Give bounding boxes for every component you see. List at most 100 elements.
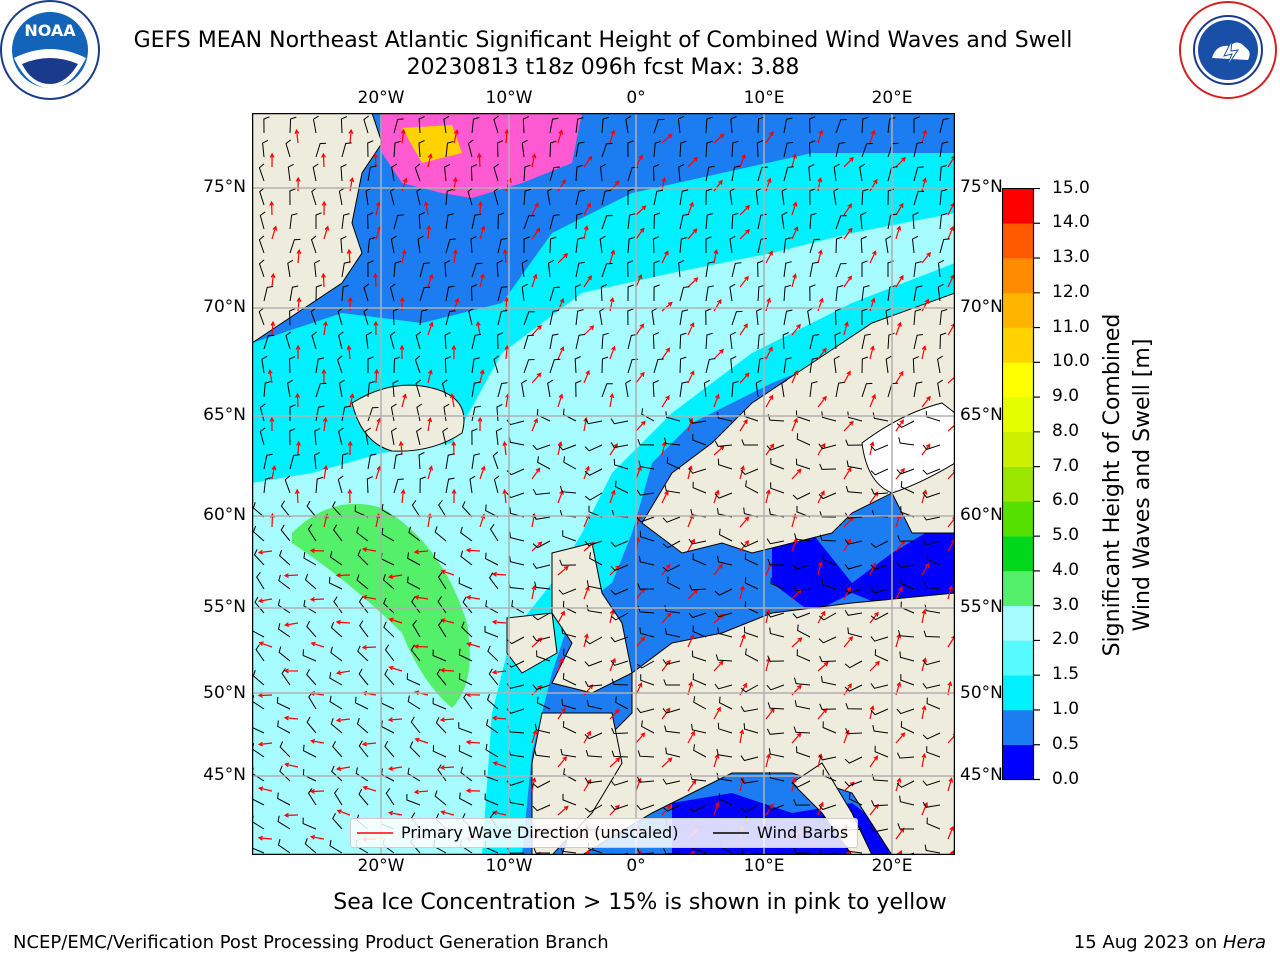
wave-direction-arrow xyxy=(609,708,620,720)
wave-direction-arrow xyxy=(921,251,931,264)
wind-barb xyxy=(740,804,759,813)
wave-direction-arrow xyxy=(283,573,299,578)
wind-barb xyxy=(523,188,531,206)
wind-barb xyxy=(885,355,892,374)
wind-barb xyxy=(887,117,896,134)
wave-direction-arrow xyxy=(947,225,954,240)
wind-barb xyxy=(584,468,603,476)
wind-barb xyxy=(461,621,473,638)
wave-direction-arrow xyxy=(399,296,405,312)
wind-barb xyxy=(896,752,915,759)
wind-barb xyxy=(627,308,634,326)
colorbar xyxy=(1002,188,1040,781)
lon-label-bottom: 20°W xyxy=(357,856,405,876)
wave-direction-arrow xyxy=(557,657,564,672)
wind-barb xyxy=(922,539,941,546)
wave-direction-arrow xyxy=(921,562,930,576)
lon-label-top: 20°E xyxy=(871,88,913,108)
wave-direction-arrow xyxy=(583,155,593,168)
wave-direction-arrow xyxy=(713,248,719,264)
wave-direction-arrow xyxy=(921,705,927,720)
wave-direction-arrow xyxy=(479,465,486,480)
wave-direction-arrow xyxy=(321,272,326,288)
wave-direction-arrow xyxy=(635,205,647,216)
wave-direction-arrow xyxy=(492,761,507,768)
wind-barb xyxy=(744,601,759,614)
wind-barb xyxy=(769,627,785,638)
lon-label-top: 10°W xyxy=(485,88,533,108)
wind-barb xyxy=(359,620,369,638)
wave-direction-arrow xyxy=(335,619,351,625)
gridlines xyxy=(252,113,955,855)
wind-barb xyxy=(861,308,868,326)
wave-direction-arrow xyxy=(439,717,455,723)
wind-barb xyxy=(715,654,733,662)
wave-direction-arrow xyxy=(400,488,406,504)
wind-barb xyxy=(496,260,503,278)
wave-direction-arrow xyxy=(687,228,698,240)
wave-direction-arrow xyxy=(921,443,931,456)
wind-barb xyxy=(329,839,343,854)
wave-direction-arrow xyxy=(309,548,325,554)
wind-barb xyxy=(653,140,662,158)
wind-barb xyxy=(610,636,629,643)
wind-barb xyxy=(797,624,811,638)
chart-title: GEFS MEAN Northeast Atlantic Significant… xyxy=(133,28,1073,53)
wave-direction-arrow xyxy=(531,372,542,384)
wind-barb xyxy=(521,379,528,398)
wave-direction-arrow xyxy=(921,752,927,768)
wind-barb xyxy=(559,485,577,494)
wind-barb xyxy=(532,444,551,451)
wind-barb xyxy=(922,780,941,786)
wind-barb xyxy=(549,333,559,350)
wind-barb xyxy=(506,492,525,499)
wave-direction-arrow xyxy=(583,325,595,336)
colorbar-tick-label: 12.0 xyxy=(1052,281,1090,302)
wind-barb xyxy=(922,492,941,499)
wind-barb xyxy=(610,804,629,811)
wave-direction-arrow xyxy=(817,661,829,672)
wave-direction-arrow xyxy=(451,344,457,360)
wind-barb xyxy=(435,717,447,734)
wave-direction-arrow xyxy=(309,596,325,602)
wind-barb xyxy=(783,141,793,158)
wind-barb xyxy=(314,451,321,470)
wind-barb xyxy=(599,307,606,326)
wind-barb xyxy=(289,116,297,134)
wind-barb xyxy=(636,776,655,783)
wind-barb xyxy=(809,334,820,350)
wind-barb xyxy=(767,655,785,662)
wave-direction-arrow xyxy=(895,370,904,384)
wind-barb xyxy=(662,516,681,523)
producer-credit: NCEP/EMC/Verification Post Processing Pr… xyxy=(13,932,609,953)
wind-barb xyxy=(705,140,713,158)
wind-barb xyxy=(896,708,915,715)
wind-barb xyxy=(691,650,707,662)
wave-direction-arrow xyxy=(387,574,403,579)
lat-label-right: 75°N xyxy=(960,177,1003,197)
wave-direction-arrow xyxy=(349,176,355,192)
wind-barb xyxy=(384,644,395,662)
wind-barb xyxy=(819,511,837,518)
wind-barb xyxy=(354,505,369,518)
wind-barb xyxy=(818,492,837,500)
wind-barb xyxy=(717,722,733,734)
wind-barb xyxy=(939,213,948,230)
wind-barb xyxy=(358,596,369,614)
wind-barb xyxy=(332,740,343,758)
wind-barb xyxy=(731,140,739,158)
wind-barb xyxy=(679,381,689,398)
wind-barb xyxy=(575,261,585,278)
wave-direction-arrow xyxy=(765,753,771,768)
wind-barb xyxy=(584,492,603,501)
wind-barb xyxy=(521,259,528,278)
wind-barb xyxy=(563,456,577,470)
wind-barb xyxy=(367,165,377,182)
wave-direction-arrow xyxy=(609,129,616,144)
wave-direction-arrow xyxy=(869,755,879,768)
wind-barb xyxy=(638,555,655,566)
wave-direction-arrow xyxy=(895,156,906,168)
wind-barb xyxy=(613,458,629,470)
wind-barb xyxy=(636,516,655,523)
wind-barb xyxy=(861,382,873,398)
